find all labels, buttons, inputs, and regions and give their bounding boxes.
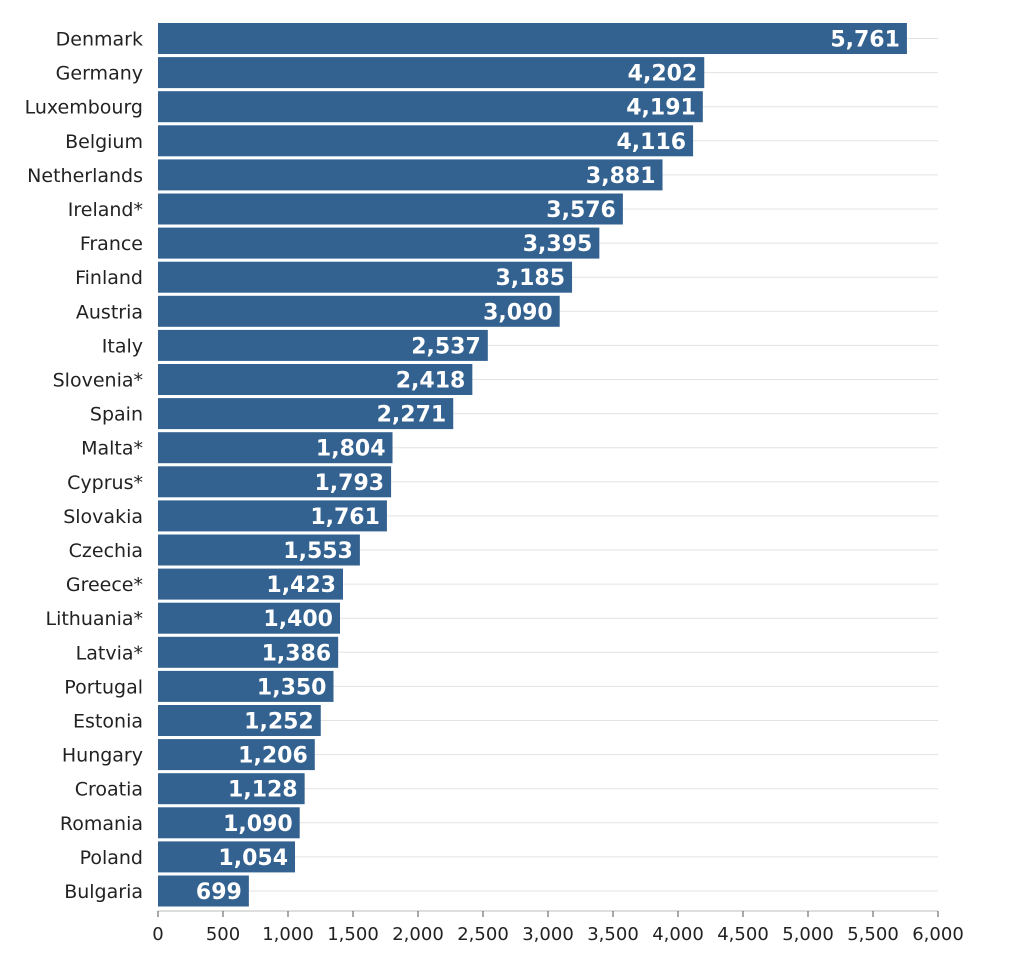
category-label: Czechia: [69, 540, 143, 562]
bar: [158, 261, 573, 293]
category-label: Austria: [76, 301, 143, 323]
value-label: 1,252: [244, 710, 314, 735]
x-tick-label: 1,500: [327, 924, 379, 945]
value-labels: 5,761 4,202 4,191 4,116 3,881 3,576 3,395 3,185…: [196, 28, 900, 906]
value-label: 1,400: [263, 607, 333, 632]
x-tick-label: 5,000: [782, 924, 834, 945]
category-label: Netherlands: [27, 165, 143, 187]
category-label: France: [80, 233, 143, 255]
bar: [158, 568, 343, 600]
x-tick-label: 3,500: [587, 924, 639, 945]
bar: [158, 193, 623, 225]
x-tick-label: 4,500: [717, 924, 769, 945]
bar: [158, 364, 473, 395]
category-label: Germany: [56, 63, 143, 85]
bar: [158, 500, 387, 532]
bar: [158, 57, 705, 89]
bar: [158, 125, 694, 157]
x-tick-label: 4,000: [652, 924, 704, 945]
x-tick-label: 500: [206, 924, 240, 945]
bar: [158, 295, 560, 327]
x-tick-label: 3,000: [522, 924, 574, 945]
category-label: Poland: [80, 847, 143, 869]
bar: [158, 670, 334, 702]
value-label: 1,804: [316, 437, 386, 462]
category-labels: Denmark Germany Luxembourg Belgium Netherlan…: [25, 29, 143, 904]
bar: [158, 398, 454, 430]
bar: [158, 773, 305, 805]
x-tick-label: 0: [152, 924, 163, 945]
value-label: 4,116: [616, 130, 686, 155]
x-tick-label: 1,000: [262, 924, 314, 945]
category-label: Slovakia: [63, 506, 143, 528]
bar: [158, 875, 249, 907]
category-label: Finland: [75, 267, 143, 289]
category-label: Slovenia*: [53, 370, 143, 392]
category-label: Belgium: [65, 131, 143, 153]
value-label: 699: [196, 880, 242, 905]
category-label: Latvia*: [76, 642, 143, 664]
category-label: Lithuania*: [45, 608, 143, 630]
category-label: Italy: [102, 335, 143, 357]
bar: [158, 602, 340, 634]
value-label: 2,271: [377, 403, 447, 428]
category-label: Bulgaria: [64, 881, 143, 903]
bar: [158, 159, 663, 191]
value-label: 1,553: [283, 539, 353, 564]
category-label: Romania: [60, 813, 143, 835]
bar: [158, 23, 907, 54]
value-label: 1,090: [223, 812, 293, 837]
bar: [158, 466, 392, 498]
value-label: 1,054: [218, 846, 288, 871]
category-label: Luxembourg: [25, 97, 143, 119]
value-label: 1,793: [314, 471, 384, 496]
category-label: Croatia: [75, 779, 143, 801]
bar: [158, 534, 360, 566]
value-label: 2,418: [396, 369, 466, 394]
bar: [158, 432, 393, 464]
value-label: 3,576: [546, 198, 616, 223]
value-label: 1,206: [238, 744, 308, 769]
bar: [158, 91, 703, 123]
x-axis: 0 500 1,000 1,500 2,000 2,500 3,000 3,500 4,000 4…: [152, 910, 964, 945]
value-label: 4,202: [628, 62, 698, 87]
category-label: Malta*: [81, 438, 143, 460]
x-tick-label: 5,500: [847, 924, 899, 945]
x-tick-label: 2,500: [457, 924, 509, 945]
category-label: Ireland*: [68, 199, 143, 221]
value-label: 3,881: [586, 164, 656, 189]
value-label: 3,185: [495, 266, 565, 291]
value-label: 3,395: [523, 232, 593, 257]
value-label: 1,386: [262, 641, 332, 666]
category-label: Greece*: [66, 574, 143, 596]
value-label: 4,191: [626, 96, 696, 121]
bar: [158, 841, 296, 873]
value-label: 5,761: [830, 28, 900, 53]
value-label: 2,537: [411, 334, 481, 359]
value-label: 1,350: [257, 675, 327, 700]
x-tick-label: 2,000: [392, 924, 444, 945]
bar: [158, 227, 600, 259]
bar: [158, 705, 321, 736]
category-label: Cyprus*: [67, 472, 143, 494]
value-label: 1,128: [228, 778, 298, 803]
bar: [158, 739, 315, 771]
category-label: Spain: [90, 404, 143, 426]
bar: [158, 636, 339, 668]
category-label: Hungary: [62, 745, 143, 767]
value-label: 1,761: [310, 505, 380, 530]
category-label: Denmark: [56, 29, 143, 51]
bars: [158, 23, 907, 907]
bar: [158, 329, 488, 361]
category-label: Estonia: [73, 711, 143, 733]
value-label: 1,423: [266, 573, 336, 598]
category-label: Portugal: [64, 676, 143, 698]
bar: [158, 807, 300, 839]
x-tick-label: 6,000: [912, 924, 964, 945]
value-label: 3,090: [483, 300, 553, 325]
